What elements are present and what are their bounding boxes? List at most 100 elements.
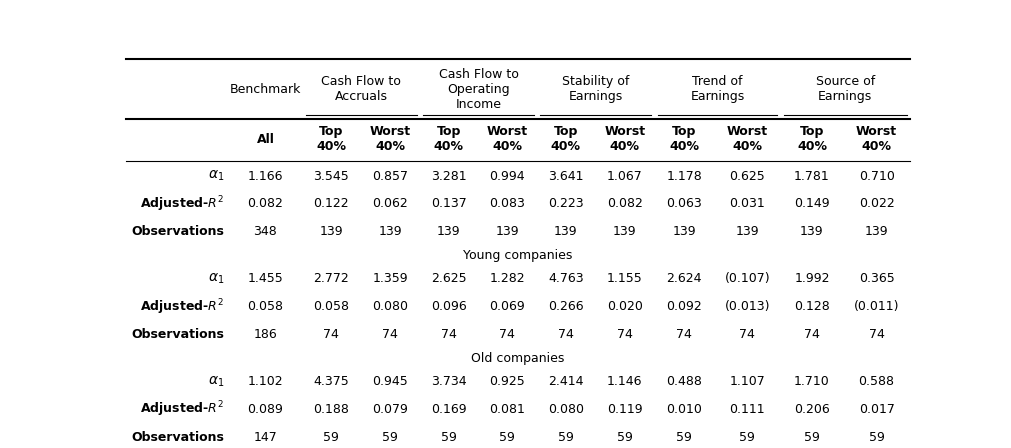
Text: 1.781: 1.781 [794, 169, 830, 182]
Text: 74: 74 [868, 328, 885, 341]
Text: 1.102: 1.102 [248, 375, 283, 388]
Text: 0.111: 0.111 [730, 403, 765, 416]
Text: 3.734: 3.734 [431, 375, 467, 388]
Text: 139: 139 [554, 225, 577, 238]
Text: 0.017: 0.017 [858, 403, 895, 416]
Text: Adjusted-$R^2$: Adjusted-$R^2$ [141, 297, 224, 317]
Text: 3.281: 3.281 [431, 169, 467, 182]
Text: $\alpha_1$: $\alpha_1$ [208, 375, 224, 389]
Text: 0.058: 0.058 [313, 300, 349, 313]
Text: 59: 59 [868, 431, 885, 444]
Text: 0.080: 0.080 [548, 403, 584, 416]
Text: 0.082: 0.082 [248, 198, 283, 211]
Text: All: All [257, 133, 274, 146]
Text: (0.013): (0.013) [725, 300, 770, 313]
Text: 0.188: 0.188 [313, 403, 349, 416]
Text: 348: 348 [254, 225, 277, 238]
Text: 59: 59 [324, 431, 340, 444]
Text: 3.545: 3.545 [313, 169, 349, 182]
Text: 0.137: 0.137 [431, 198, 467, 211]
Text: 0.119: 0.119 [607, 403, 643, 416]
Text: 2.414: 2.414 [548, 375, 583, 388]
Text: 0.925: 0.925 [489, 375, 525, 388]
Text: 74: 74 [804, 328, 820, 341]
Text: 0.063: 0.063 [666, 198, 702, 211]
Text: 139: 139 [319, 225, 343, 238]
Text: 1.107: 1.107 [730, 375, 765, 388]
Text: 0.081: 0.081 [489, 403, 525, 416]
Text: 1.359: 1.359 [372, 272, 407, 285]
Text: 139: 139 [736, 225, 759, 238]
Text: 139: 139 [800, 225, 824, 238]
Text: 2.625: 2.625 [431, 272, 467, 285]
Text: 0.079: 0.079 [372, 403, 408, 416]
Text: 0.588: 0.588 [858, 375, 895, 388]
Text: 74: 74 [739, 328, 755, 341]
Text: 1.282: 1.282 [489, 272, 525, 285]
Text: 0.069: 0.069 [489, 300, 525, 313]
Text: 0.488: 0.488 [666, 375, 703, 388]
Text: 0.266: 0.266 [548, 300, 583, 313]
Text: Adjusted-$R^2$: Adjusted-$R^2$ [141, 194, 224, 214]
Text: 74: 74 [382, 328, 398, 341]
Text: 0.058: 0.058 [248, 300, 283, 313]
Text: 139: 139 [437, 225, 461, 238]
Text: 0.625: 0.625 [730, 169, 765, 182]
Text: Worst
40%: Worst 40% [369, 125, 410, 153]
Text: 0.710: 0.710 [858, 169, 895, 182]
Text: 0.128: 0.128 [794, 300, 830, 313]
Text: 139: 139 [864, 225, 889, 238]
Text: Benchmark: Benchmark [229, 82, 301, 95]
Text: Worst
40%: Worst 40% [727, 125, 768, 153]
Text: 0.080: 0.080 [372, 300, 408, 313]
Text: 74: 74 [499, 328, 516, 341]
Text: Top
40%: Top 40% [797, 125, 827, 153]
Text: 1.455: 1.455 [248, 272, 283, 285]
Text: Observations: Observations [131, 431, 224, 444]
Text: 0.994: 0.994 [489, 169, 525, 182]
Text: Source of
Earnings: Source of Earnings [816, 75, 875, 103]
Text: 0.031: 0.031 [730, 198, 765, 211]
Text: 139: 139 [613, 225, 637, 238]
Text: 59: 59 [558, 431, 574, 444]
Text: Trend of
Earnings: Trend of Earnings [691, 75, 745, 103]
Text: Top
40%: Top 40% [669, 125, 700, 153]
Text: 2.624: 2.624 [666, 272, 702, 285]
Text: 74: 74 [324, 328, 340, 341]
Text: 0.169: 0.169 [431, 403, 467, 416]
Text: 1.178: 1.178 [666, 169, 702, 182]
Text: 1.067: 1.067 [607, 169, 643, 182]
Text: 2.772: 2.772 [313, 272, 349, 285]
Text: 0.022: 0.022 [858, 198, 895, 211]
Text: 139: 139 [495, 225, 519, 238]
Text: Worst
40%: Worst 40% [486, 125, 528, 153]
Text: $\alpha_1$: $\alpha_1$ [208, 271, 224, 286]
Text: 59: 59 [739, 431, 755, 444]
Text: 0.062: 0.062 [372, 198, 407, 211]
Text: 139: 139 [672, 225, 696, 238]
Text: $\alpha_1$: $\alpha_1$ [208, 169, 224, 183]
Text: 0.857: 0.857 [372, 169, 408, 182]
Text: 0.020: 0.020 [607, 300, 643, 313]
Text: 0.010: 0.010 [666, 403, 703, 416]
Text: 186: 186 [254, 328, 277, 341]
Text: 74: 74 [558, 328, 574, 341]
Text: 74: 74 [617, 328, 633, 341]
Text: Top
40%: Top 40% [434, 125, 464, 153]
Text: 1.992: 1.992 [795, 272, 830, 285]
Text: 139: 139 [378, 225, 401, 238]
Text: Adjusted-$R^2$: Adjusted-$R^2$ [141, 400, 224, 419]
Text: Observations: Observations [131, 328, 224, 341]
Text: 4.763: 4.763 [548, 272, 583, 285]
Text: 0.223: 0.223 [548, 198, 583, 211]
Text: 0.089: 0.089 [248, 403, 283, 416]
Text: (0.107): (0.107) [725, 272, 770, 285]
Text: 0.092: 0.092 [666, 300, 702, 313]
Text: (0.011): (0.011) [854, 300, 900, 313]
Text: 0.096: 0.096 [431, 300, 467, 313]
Text: 59: 59 [617, 431, 633, 444]
Text: 1.146: 1.146 [607, 375, 642, 388]
Text: Cash Flow to
Accruals: Cash Flow to Accruals [321, 75, 401, 103]
Text: 0.122: 0.122 [313, 198, 349, 211]
Text: Young companies: Young companies [463, 249, 573, 262]
